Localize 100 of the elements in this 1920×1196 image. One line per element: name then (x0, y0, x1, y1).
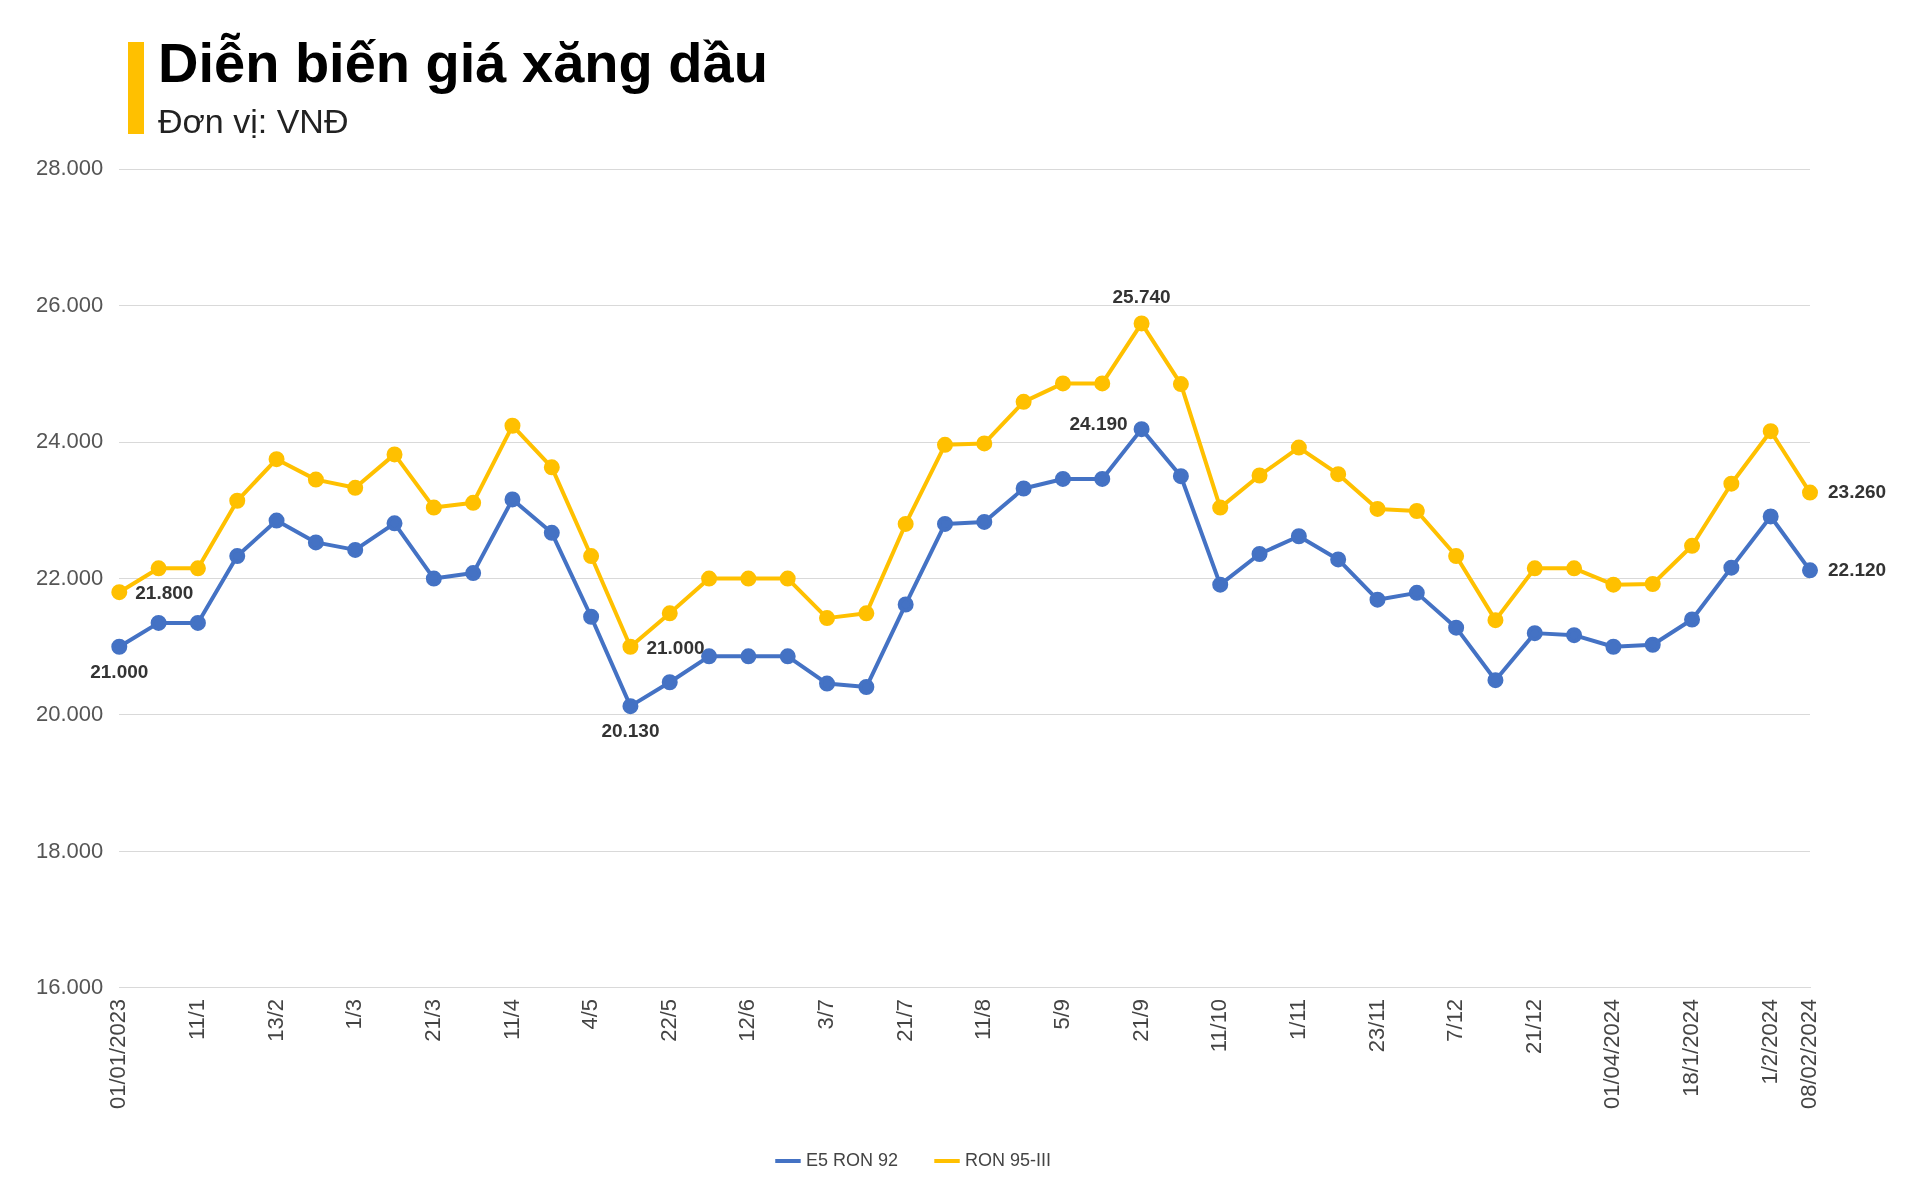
point (268, 512, 285, 529)
point (1644, 636, 1661, 653)
point (1526, 625, 1543, 642)
chart-title: Diễn biến giá xăng dầu (158, 30, 768, 95)
point (661, 605, 678, 622)
point (111, 584, 128, 601)
point (1054, 470, 1071, 487)
point (1251, 545, 1268, 562)
point (1094, 470, 1111, 487)
data-label: 23.260 (1828, 480, 1887, 502)
y-tick-label: 16.000 (35, 973, 104, 999)
point (897, 515, 914, 532)
x-tick-label: 01/04/2024 (1599, 998, 1625, 1109)
point (1015, 480, 1032, 497)
point (661, 674, 678, 691)
x-tick-label: 11/8 (970, 998, 996, 1041)
point (111, 638, 128, 655)
point (1330, 466, 1347, 483)
point (1369, 591, 1386, 608)
point (504, 491, 521, 508)
point (622, 638, 639, 655)
point (936, 515, 953, 532)
x-tick-label: 1/3 (341, 998, 367, 1030)
data-label: 20.130 (601, 720, 660, 742)
point (1487, 672, 1504, 689)
point (543, 459, 560, 476)
point (150, 614, 167, 631)
x-tick-label: 1/2/2024 (1756, 998, 1782, 1085)
data-label: 25.740 (1112, 285, 1171, 307)
point (740, 570, 757, 587)
point (1369, 500, 1386, 517)
point (1605, 576, 1622, 593)
point (229, 492, 246, 509)
x-tick-label: 4/5 (577, 998, 603, 1030)
point (425, 570, 442, 587)
point (1526, 560, 1543, 577)
point (347, 541, 364, 558)
y-tick-label: 18.000 (35, 837, 104, 863)
point (1094, 375, 1111, 392)
x-tick-label: 12/6 (734, 998, 760, 1042)
point (1723, 559, 1740, 576)
point (583, 608, 600, 625)
x-tick-label: 21/12 (1520, 998, 1546, 1054)
point (1448, 548, 1465, 565)
point (1133, 421, 1150, 438)
point (779, 570, 796, 587)
point (386, 515, 403, 532)
x-tick-label: 01/01/2023 (105, 998, 131, 1109)
point (307, 471, 324, 488)
x-tick-label: 11/4 (498, 998, 524, 1041)
point (543, 524, 560, 541)
point (897, 596, 914, 613)
point (1251, 467, 1268, 484)
y-tick-label: 24.000 (35, 428, 104, 454)
data-label: 21.000 (646, 637, 705, 659)
x-tick-label: 11/10 (1206, 998, 1232, 1053)
x-tick-label: 21/9 (1127, 998, 1153, 1042)
point (1408, 584, 1425, 601)
x-tick-label: 1/11 (1284, 998, 1310, 1041)
point (229, 548, 246, 565)
point (1212, 499, 1229, 516)
y-tick-label: 20.000 (35, 701, 104, 727)
point (976, 435, 993, 452)
data-label: 21.800 (135, 582, 194, 604)
x-tick-label: 7/12 (1442, 998, 1468, 1042)
point (347, 479, 364, 496)
point (1290, 439, 1307, 456)
x-tick-label: 13/2 (262, 998, 288, 1042)
point (1566, 627, 1583, 644)
point (583, 548, 600, 565)
point (858, 605, 875, 622)
point (1802, 484, 1818, 501)
point (1330, 551, 1347, 568)
point (1172, 468, 1189, 485)
point (465, 494, 482, 511)
point (504, 417, 521, 434)
point (1802, 562, 1818, 579)
point (976, 513, 993, 530)
point (268, 451, 285, 468)
point (1212, 576, 1229, 593)
point (701, 570, 718, 587)
y-tick-label: 26.000 (35, 291, 104, 317)
point (819, 675, 836, 692)
point (740, 648, 757, 665)
y-tick-label: 22.000 (35, 564, 104, 590)
legend-label: E5 RON 92 (805, 1149, 899, 1170)
chart-subtitle: Đơn vị: VNĐ (158, 102, 349, 141)
point (1566, 560, 1583, 577)
y-tick-label: 28.000 (35, 155, 104, 181)
point (1762, 508, 1779, 525)
x-tick-label: 18/1/2024 (1678, 998, 1704, 1097)
x-tick-label: 5/9 (1049, 998, 1074, 1030)
point (1684, 537, 1701, 554)
point (622, 698, 639, 715)
x-tick-label: 22/5 (655, 998, 681, 1042)
point (1723, 475, 1740, 492)
point (1487, 612, 1504, 629)
point (307, 534, 324, 551)
x-tick-label: 21/7 (891, 998, 917, 1042)
point (1448, 619, 1465, 636)
